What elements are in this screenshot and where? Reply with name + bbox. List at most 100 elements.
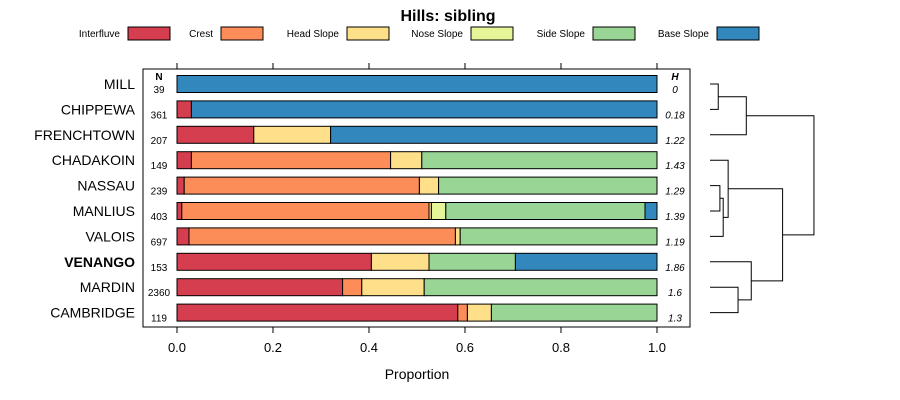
legend-swatch-2 (220, 26, 264, 41)
n-header: N (155, 72, 162, 83)
legend-label-1: Interfluve (79, 29, 121, 40)
bar-segment-4-5 (421, 151, 658, 170)
n-value-6: 403 (151, 212, 168, 223)
dendrogram-link-3 (710, 185, 721, 212)
bar-row-6 (176, 202, 658, 220)
bars (176, 75, 658, 322)
x-tick-label-6: 1.0 (648, 340, 666, 355)
dendrogram-link-1 (710, 83, 719, 110)
bar-segment-5-3 (418, 176, 440, 195)
x-tick-label-5: 0.8 (552, 340, 570, 355)
n-value-7: 697 (151, 237, 168, 248)
bar-segment-8-5 (428, 252, 516, 271)
bar-row-4 (176, 151, 658, 170)
bar-segment-6-1 (176, 202, 183, 220)
bar-segment-10-3 (466, 303, 492, 322)
x-axis: 0.0 0.2 0.4 0.6 0.8 1.0 (168, 63, 666, 355)
bar-segment-8-6 (514, 252, 658, 271)
x-tick-label-3: 0.4 (360, 340, 378, 355)
n-value-1: 39 (153, 85, 165, 96)
bar-segment-3-1 (176, 125, 255, 144)
bar-segment-4-2 (190, 151, 392, 170)
row-label-6: MANLIUS (73, 203, 135, 219)
legend-label-4: Nose Slope (411, 29, 463, 40)
x-tick-label-4: 0.6 (456, 340, 474, 355)
n-value-4: 149 (151, 161, 168, 172)
bar-row-10 (176, 303, 658, 322)
legend-label-5: Side Slope (537, 29, 586, 40)
row-label-3: FRENCHTOWN (34, 127, 135, 143)
x-tick-label-2: 0.2 (264, 340, 282, 355)
x-tick-label-1: 0.0 (168, 340, 186, 355)
bar-segment-6-4 (430, 202, 447, 220)
h-value-7: 1.19 (665, 237, 685, 248)
bar-segment-9-3 (361, 278, 425, 297)
x-axis-label: Proportion (385, 366, 450, 382)
row-label-5: NASSAU (77, 178, 135, 194)
dendrogram-link-4 (710, 197, 724, 237)
n-value-5: 239 (151, 187, 168, 198)
bar-segment-1-6 (176, 75, 658, 93)
legend-swatch-4 (470, 26, 514, 41)
h-value-8: 1.86 (665, 263, 685, 274)
bar-segment-6-6 (644, 202, 658, 220)
row-label-9: MARDIN (80, 279, 135, 295)
bar-segment-2-6 (190, 100, 658, 119)
n-value-3: 207 (151, 136, 168, 147)
bar-row-9 (176, 278, 658, 297)
bar-segment-9-1 (176, 278, 344, 297)
h-value-6: 1.39 (665, 212, 685, 223)
bar-segment-6-5 (445, 202, 646, 220)
bar-segment-5-5 (438, 176, 658, 195)
n-value-8: 153 (151, 263, 168, 274)
legend: Interfluve Crest Head Slope Nose Slope Side … (79, 26, 760, 41)
bar-segment-9-2 (342, 278, 363, 297)
n-value-10: 119 (151, 314, 167, 325)
bar-segment-4-3 (390, 151, 423, 170)
bar-segment-7-5 (459, 227, 658, 246)
h-value-5: 1.29 (665, 187, 685, 198)
row-labels: MILL CHIPPEWA FRENCHTOWN CHADAKOIN NASSAU MAN… (34, 76, 136, 321)
row-label-10: CAMBRIDGE (50, 305, 135, 321)
dendrogram-link-7 (710, 261, 752, 301)
plot-frame (142, 68, 691, 328)
row-label-7: VALOIS (85, 228, 135, 244)
h-value-3: 1.22 (665, 136, 685, 147)
bar-segment-7-1 (176, 227, 190, 246)
dendrogram-link-2 (710, 96, 747, 136)
legend-swatch-3 (346, 26, 390, 41)
bar-segment-10-5 (490, 303, 658, 322)
dendrogram-link-8 (728, 188, 784, 282)
h-value-1: 0 (672, 85, 678, 96)
n-value-9: 2360 (148, 288, 171, 299)
legend-label-3: Head Slope (287, 29, 340, 40)
bar-segment-5-2 (183, 176, 420, 195)
dendrogram-link-5 (710, 159, 729, 218)
legend-swatch-5 (592, 26, 636, 41)
dendrogram (710, 83, 815, 314)
dendrogram-link-9 (746, 115, 815, 236)
bar-segment-4-1 (176, 151, 192, 170)
row-label-1: MILL (104, 76, 135, 92)
bar-segment-10-2 (457, 303, 468, 322)
bar-segment-8-3 (370, 252, 430, 271)
legend-label-6: Base Slope (658, 29, 710, 40)
bar-row-1 (176, 75, 658, 93)
h-value-2: 0.18 (665, 110, 685, 121)
bar-segment-8-1 (176, 252, 372, 271)
bar-segment-3-6 (330, 125, 658, 144)
h-value-4: 1.43 (665, 161, 685, 172)
chart-title: Hills: sibling (400, 8, 495, 25)
bar-segment-9-5 (423, 278, 658, 297)
bar-row-7 (176, 227, 658, 246)
dendrogram-link-6 (710, 286, 739, 314)
bar-segment-3-3 (253, 125, 332, 144)
row-label-8: VENANGO (64, 254, 135, 270)
bar-row-3 (176, 125, 658, 144)
bar-segment-7-2 (188, 227, 456, 246)
legend-swatch-1 (127, 26, 171, 41)
bar-segment-6-2 (181, 202, 430, 220)
h-header: H (671, 72, 679, 83)
n-value-2: 361 (151, 110, 168, 121)
